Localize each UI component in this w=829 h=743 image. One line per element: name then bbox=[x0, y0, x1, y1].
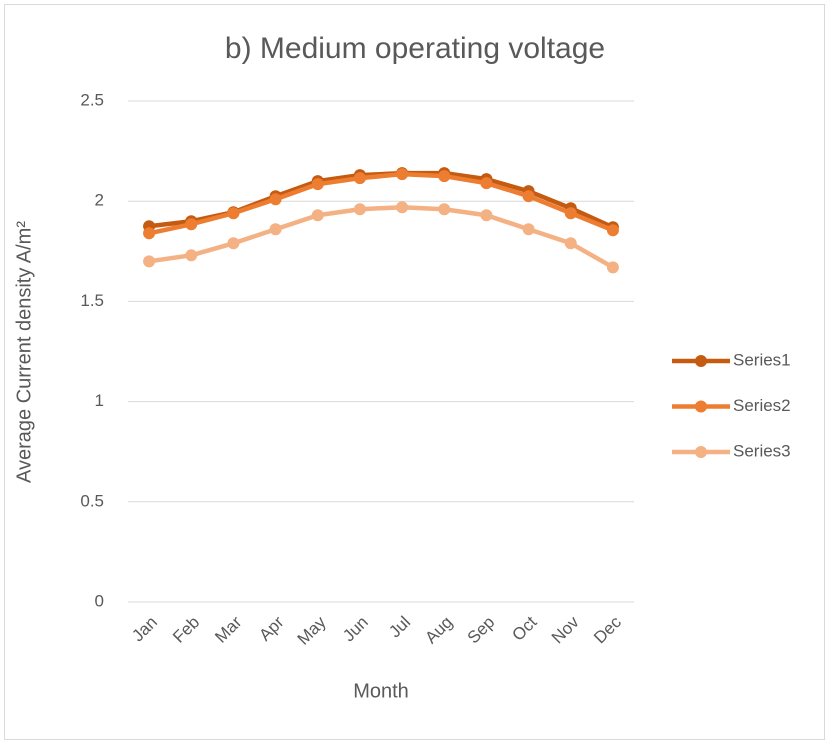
y-tick-label: 2 bbox=[95, 191, 104, 210]
legend-marker bbox=[695, 400, 707, 413]
data-point bbox=[353, 203, 366, 216]
y-tick-label: 2.5 bbox=[80, 90, 104, 109]
legend-label: Series1 bbox=[733, 350, 791, 369]
data-point bbox=[353, 172, 366, 185]
data-point bbox=[311, 178, 324, 191]
data-point bbox=[269, 193, 282, 206]
data-point bbox=[522, 190, 535, 203]
series-line bbox=[148, 171, 614, 236]
data-point bbox=[522, 223, 535, 236]
data-point bbox=[269, 223, 282, 236]
data-point bbox=[564, 237, 577, 250]
data-point bbox=[564, 207, 577, 220]
data-point bbox=[143, 227, 156, 240]
data-point bbox=[606, 261, 619, 274]
data-point bbox=[311, 209, 324, 222]
y-tick-label: 0 bbox=[95, 591, 104, 610]
legend-marker bbox=[695, 355, 707, 367]
data-point bbox=[438, 170, 451, 183]
y-tick-label: 1 bbox=[95, 391, 104, 410]
chart-title: b) Medium operating voltage bbox=[225, 32, 605, 65]
x-axis-label: Month bbox=[353, 680, 409, 702]
y-tick-label: 0.5 bbox=[80, 491, 104, 510]
data-point bbox=[480, 209, 493, 222]
data-point bbox=[185, 249, 198, 262]
data-point bbox=[396, 201, 409, 214]
legend-label: Series2 bbox=[733, 396, 791, 415]
chart-border bbox=[4, 4, 825, 740]
legend-label: Series3 bbox=[733, 441, 791, 460]
y-tick-label: 1.5 bbox=[80, 291, 104, 310]
data-point bbox=[480, 177, 493, 190]
data-point bbox=[606, 224, 619, 237]
data-point bbox=[185, 218, 198, 231]
data-point bbox=[396, 168, 409, 181]
data-point bbox=[143, 255, 156, 268]
series-line bbox=[148, 204, 615, 270]
data-point bbox=[438, 203, 451, 216]
legend-marker bbox=[695, 446, 707, 458]
data-point bbox=[227, 207, 240, 220]
data-point bbox=[227, 237, 240, 250]
y-axis-label: Average Current density A/m² bbox=[13, 221, 35, 483]
